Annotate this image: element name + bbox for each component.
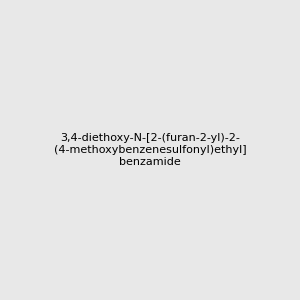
Text: 3,4-diethoxy-N-[2-(furan-2-yl)-2-
(4-methoxybenzenesulfonyl)ethyl]
benzamide: 3,4-diethoxy-N-[2-(furan-2-yl)-2- (4-met… (54, 134, 246, 166)
